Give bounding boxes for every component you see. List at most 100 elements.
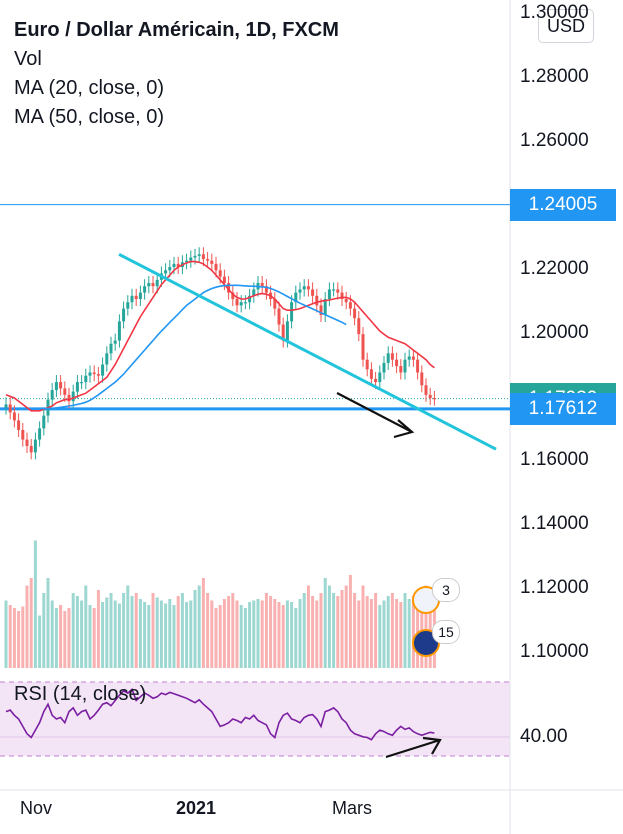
volume-bar [256,599,260,668]
volume-bar [302,593,306,668]
volume-bar [113,600,117,668]
volume-bar [222,599,226,668]
candle-body [395,359,399,367]
candle-body [298,289,302,293]
price-tick-label: 1.14000 [520,513,589,535]
candle-body [218,270,222,277]
volume-bar [239,605,243,668]
volume-bar [38,615,42,668]
candle-body [63,388,67,395]
volume-bar [315,600,319,668]
volume-bar [332,593,336,668]
volume-bar [159,600,163,668]
candle-body [353,308,357,319]
volume-bar [231,593,235,668]
candle-body [319,305,323,315]
price-tick-label: 1.12000 [520,577,589,599]
candle-body [113,340,117,344]
arrow-annotation-rsi [385,738,441,759]
volume-bar [357,600,361,668]
volume-bar [134,593,138,668]
candle-body [12,412,16,421]
volume-bar [12,608,16,668]
candle-body [340,292,344,300]
ma50-indicator-label: MA (50, close, 0) [14,106,165,128]
candle-body [294,292,298,303]
candle-body [235,299,239,306]
candle-body [281,324,285,341]
time-tick-label: Mars [332,798,372,818]
currency-button[interactable]: USD [538,9,594,43]
volume-bar [50,600,54,668]
volume-bar [185,602,189,668]
volume-bar [109,593,113,668]
candle-body [386,353,390,363]
candle-body [206,259,210,261]
rsi-line [5,688,435,741]
candle-body [357,318,361,335]
rsi-indicator-label: RSI (14, close) [14,683,147,705]
arrowhead-rsi [422,736,442,755]
candle-body [222,276,226,284]
volume-bar [147,605,151,668]
volume-bar [176,596,180,668]
volume-bar [21,606,25,668]
volume-bar [17,611,21,668]
candle-body [164,270,168,274]
volume-bar [25,585,29,668]
price-tick-label: 1.16000 [520,449,589,471]
volume-indicator-label: Vol [14,48,42,70]
candle-body [260,283,264,287]
volume-bar [29,578,33,668]
volume-bar [252,600,256,668]
time-tick-label: Nov [19,798,53,818]
volume-bar [155,597,159,668]
volume-bar [348,575,352,668]
volume-bar [75,596,79,668]
candle-body [29,445,33,453]
candle-body [155,279,159,287]
volume-bar [92,608,96,668]
volume-bar [8,605,12,668]
price-tick-label: 1.10000 [520,641,589,662]
volume-bar [298,599,302,668]
volume-bar [71,593,75,668]
candle-body [84,375,88,383]
candle-body [172,263,176,268]
volume-bar [42,593,46,668]
event-badge-eu[interactable]: 15 [432,620,460,644]
volume-bar [323,578,327,668]
event-badge-us[interactable]: 3 [432,578,460,602]
candle-body [424,385,428,395]
volume-bar [306,585,310,668]
volume-bar [277,602,281,668]
candle-body [117,321,121,341]
volume-bar [143,602,147,668]
candle-body [344,299,348,303]
volume-bar [269,596,273,668]
candle-body [88,372,92,376]
candle-body [197,254,201,256]
volume-bar [336,596,340,668]
volume-bar [264,593,268,668]
volume-bar [164,603,168,668]
candle-body [75,382,79,392]
candle-body [420,372,424,386]
volume-bar [96,590,100,668]
candle-body [134,295,138,300]
volume-bar [105,597,109,668]
candle-body [25,439,29,446]
candle-body [285,321,289,341]
volume-bar [84,585,88,668]
volume-bar [395,599,399,668]
candle-body [432,398,436,400]
volume-bar [130,596,134,668]
volume-bar [424,585,428,668]
candle-body [214,263,218,271]
candle-body [239,302,243,306]
candle-body [33,439,37,453]
volume-bar [210,600,214,668]
candle-body [361,334,365,360]
arrow-annotation-price [336,392,413,433]
